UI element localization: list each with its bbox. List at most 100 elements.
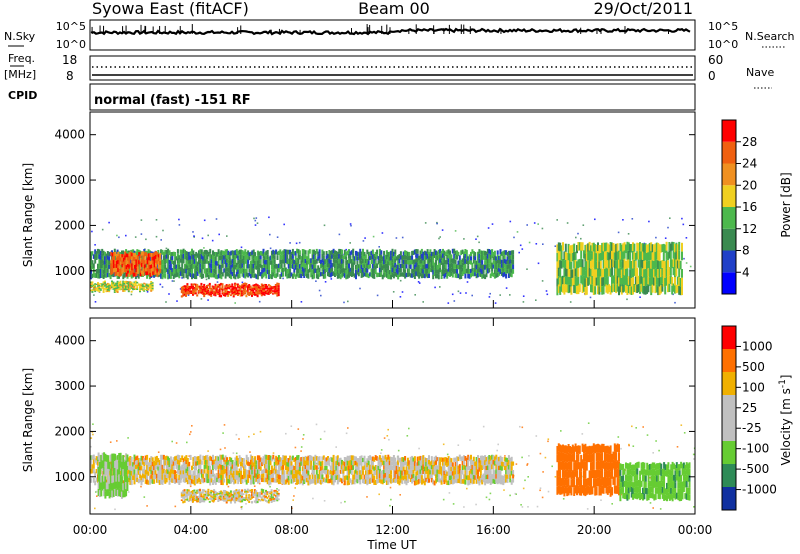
band-cell bbox=[224, 464, 227, 469]
band-cell bbox=[90, 274, 92, 280]
band-cell bbox=[92, 284, 95, 286]
band-cell bbox=[471, 271, 474, 277]
band-cell bbox=[637, 283, 640, 293]
band-cell bbox=[294, 251, 297, 256]
band-cell bbox=[201, 288, 204, 291]
band-cell bbox=[143, 256, 146, 261]
band-cell bbox=[502, 268, 505, 273]
band-cell bbox=[260, 289, 263, 292]
band-cell bbox=[398, 263, 401, 268]
band-cell bbox=[369, 255, 372, 260]
band-cell bbox=[613, 252, 616, 261]
band-cell bbox=[618, 250, 620, 260]
band-cell bbox=[224, 459, 227, 465]
scatter-dot bbox=[181, 277, 183, 279]
band-cell bbox=[569, 269, 571, 277]
band-cell bbox=[134, 464, 137, 470]
band-cell bbox=[370, 268, 373, 273]
band-cell bbox=[193, 269, 196, 274]
band-cell bbox=[184, 263, 186, 269]
band-cell bbox=[104, 256, 106, 261]
band-cell bbox=[145, 252, 148, 256]
band-cell bbox=[564, 243, 567, 252]
band-cell bbox=[456, 465, 458, 470]
band-cell bbox=[325, 259, 328, 264]
band-cell bbox=[623, 258, 626, 267]
band-cell bbox=[293, 264, 296, 269]
nsky-label: N.Sky bbox=[4, 30, 36, 43]
band-cell bbox=[311, 249, 314, 255]
band-cell bbox=[453, 470, 456, 475]
band-cell bbox=[362, 466, 364, 471]
band-cell bbox=[384, 272, 387, 277]
band-cell bbox=[272, 473, 275, 478]
band-cell bbox=[186, 475, 189, 480]
band-cell bbox=[492, 264, 495, 269]
band-cell bbox=[332, 253, 335, 258]
scatter-dot bbox=[519, 425, 521, 428]
band-cell bbox=[254, 460, 257, 465]
band-cell bbox=[186, 274, 189, 280]
band-cell bbox=[325, 255, 328, 260]
band-cell bbox=[373, 466, 376, 472]
band-cell bbox=[583, 250, 585, 259]
band-cell bbox=[456, 250, 458, 255]
band-cell bbox=[401, 259, 404, 264]
band-cell bbox=[294, 461, 297, 466]
band-cell bbox=[428, 478, 430, 483]
band-cell bbox=[122, 280, 125, 283]
band-cell bbox=[158, 465, 161, 470]
band-cell bbox=[373, 258, 376, 264]
band-cell bbox=[681, 277, 683, 287]
band-cell bbox=[447, 271, 450, 277]
band-cell bbox=[609, 250, 612, 260]
band-cell bbox=[258, 464, 261, 470]
band-cell bbox=[216, 460, 219, 465]
band-cell bbox=[556, 286, 559, 296]
band-cell bbox=[674, 252, 676, 261]
band-cell bbox=[155, 270, 157, 275]
scatter-dot bbox=[643, 242, 646, 245]
band-cell bbox=[149, 272, 152, 277]
band-cell bbox=[594, 261, 597, 270]
band-cell bbox=[182, 474, 185, 479]
band-cell bbox=[111, 286, 113, 288]
band-cell bbox=[461, 267, 464, 272]
band-cell bbox=[294, 265, 297, 270]
band-cell bbox=[115, 271, 118, 275]
band-cell bbox=[258, 455, 261, 460]
band-cell bbox=[327, 253, 329, 259]
band-cell bbox=[373, 253, 376, 259]
band-cell bbox=[147, 284, 150, 286]
band-cell bbox=[217, 284, 220, 286]
band-cell bbox=[168, 458, 171, 463]
scatter-dot bbox=[488, 498, 491, 501]
band-cell bbox=[681, 269, 683, 278]
band-cell bbox=[140, 480, 143, 486]
band-cell bbox=[334, 474, 336, 479]
band-cell bbox=[235, 262, 238, 268]
band-cell bbox=[461, 271, 464, 276]
band-cell bbox=[458, 274, 461, 280]
band-cell bbox=[598, 261, 601, 270]
scatter-dot bbox=[258, 482, 261, 485]
band-cell bbox=[189, 268, 192, 273]
band-cell bbox=[374, 260, 377, 266]
band-cell bbox=[191, 479, 193, 484]
band-cell bbox=[279, 249, 282, 255]
band-cell bbox=[486, 268, 489, 274]
band-cell bbox=[193, 460, 196, 466]
band-cell bbox=[108, 273, 111, 278]
band-cell bbox=[567, 260, 570, 269]
band-cell bbox=[237, 250, 240, 256]
band-cell bbox=[584, 278, 587, 287]
band-cell bbox=[185, 287, 187, 290]
band-cell bbox=[228, 269, 231, 274]
band-cell bbox=[215, 288, 218, 290]
band-cell bbox=[577, 259, 580, 269]
band-cell bbox=[259, 255, 262, 260]
band-cell bbox=[413, 259, 416, 265]
scatter-dot bbox=[345, 432, 348, 435]
band-cell bbox=[286, 474, 289, 479]
band-cell bbox=[672, 250, 675, 259]
